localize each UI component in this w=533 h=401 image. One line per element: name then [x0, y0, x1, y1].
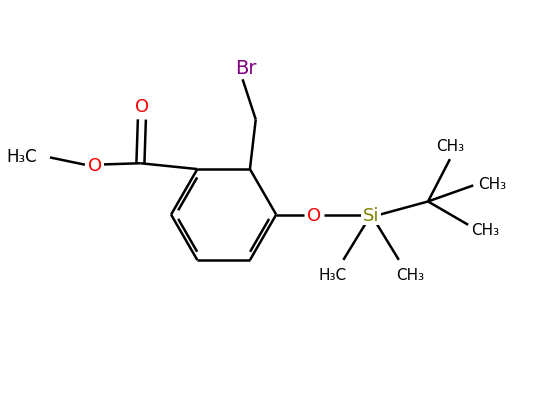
- Text: CH₃: CH₃: [436, 139, 464, 154]
- Text: CH₃: CH₃: [395, 267, 424, 282]
- Text: Br: Br: [235, 59, 256, 78]
- Text: O: O: [135, 98, 149, 116]
- Text: Si: Si: [363, 206, 379, 224]
- Text: CH₃: CH₃: [478, 177, 506, 192]
- Text: O: O: [88, 156, 102, 174]
- Text: O: O: [307, 206, 321, 224]
- Text: CH₃: CH₃: [471, 222, 499, 237]
- Text: H₃C: H₃C: [318, 267, 346, 282]
- Text: H₃C: H₃C: [6, 148, 37, 166]
